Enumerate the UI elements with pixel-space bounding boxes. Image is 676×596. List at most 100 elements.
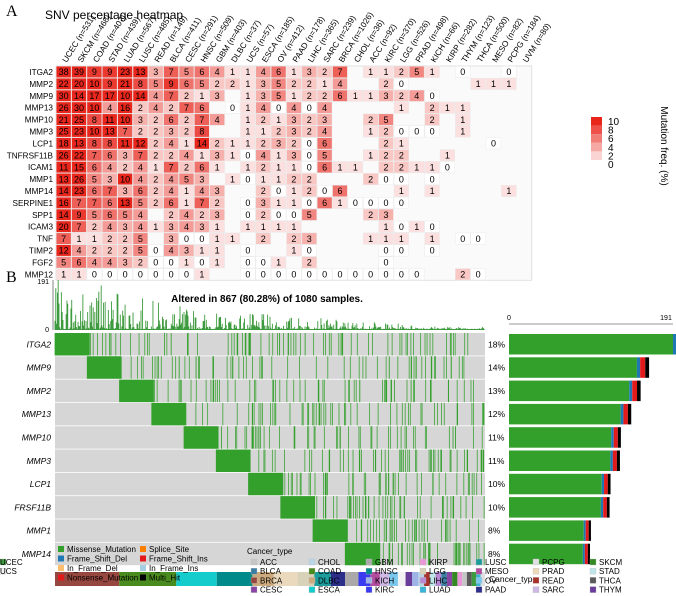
cell-value: 3 (184, 246, 189, 256)
heatmap-cell (148, 137, 164, 150)
cell-value: 12 (135, 139, 145, 149)
heatmap-cell (102, 89, 118, 102)
gene-count-segment (583, 520, 586, 541)
gene-track (55, 402, 485, 426)
heatmap-cell (148, 185, 164, 197)
row-label: MMP14 (25, 187, 54, 196)
heatmap-cell (363, 89, 379, 102)
cancer-type-swatch (589, 586, 597, 593)
cell-value: 10 (89, 103, 99, 113)
heatmap-cell (332, 185, 348, 197)
heatmap-cell (286, 268, 302, 281)
cell-value: 3 (307, 234, 312, 244)
heatmap-cell (117, 125, 133, 138)
cell-value: 4 (107, 222, 112, 232)
cell-value: 1 (430, 162, 435, 172)
gene-count-segment (603, 497, 607, 518)
heatmap-cell (148, 113, 164, 126)
heatmap-cell (286, 173, 302, 185)
mutation-marks (183, 426, 483, 449)
gene-count-segment (585, 520, 589, 541)
cell-value: 7 (107, 186, 112, 196)
cell-value: 0 (384, 258, 389, 268)
heatmap-cell (224, 149, 241, 162)
cell-value: 8 (138, 79, 143, 89)
heatmap-cell (439, 149, 455, 162)
cell-value: 0 (430, 91, 435, 101)
gene-percent: 10% (488, 479, 505, 489)
heatmap-cell (301, 89, 317, 102)
heatmap-cell (102, 125, 118, 138)
heatmap-cell (424, 232, 440, 245)
heatmap-cell (271, 268, 287, 281)
heatmap-cell (424, 113, 440, 126)
cancer-type-label: MESO (485, 567, 509, 576)
cell-value: 2 (169, 103, 174, 113)
cell-value: 0 (276, 103, 281, 113)
heatmap-cell (393, 196, 409, 209)
cell-value: 1 (460, 127, 465, 137)
heatmap-cell (255, 220, 271, 233)
cancer-type-label: BRCA (260, 576, 283, 585)
heatmap-cell (317, 185, 333, 197)
heatmap-cell (224, 137, 241, 150)
gene-percent: 18% (488, 339, 505, 349)
heatmap-cell (378, 196, 394, 209)
cell-value: 10 (120, 115, 130, 125)
gene-label: FRSF11B (14, 502, 51, 512)
cell-value: 1 (215, 162, 220, 172)
heatmap-cell (132, 113, 149, 126)
heatmap-cell (71, 89, 87, 102)
heatmap-cell (317, 66, 333, 78)
heatmap-cell (378, 208, 394, 221)
cell-value: 2 (184, 115, 189, 125)
heatmap-cell (56, 244, 72, 257)
cell-value: 3 (199, 174, 204, 184)
cancer-type-label: PRAD (542, 567, 564, 576)
heatmap-cell (255, 113, 271, 126)
cancer-type-segment (314, 572, 331, 586)
heatmap-cell (71, 185, 87, 197)
cancer-type-label: THYM (599, 586, 622, 595)
heatmap-cell (301, 113, 317, 126)
heatmap-cell (409, 125, 425, 138)
heatmap-cell (393, 232, 409, 245)
cell-value: 0 (245, 198, 250, 208)
cell-value: 6 (92, 162, 97, 172)
heatmap-cell (148, 89, 164, 102)
cell-value: 5 (153, 79, 158, 89)
heatmap-cell (255, 256, 271, 269)
gene-label: ITGA2 (26, 339, 51, 349)
heatmap-cell (194, 256, 210, 269)
cell-value: 1 (291, 91, 296, 101)
heatmap-cell (409, 220, 425, 233)
cell-value: 0 (184, 269, 189, 279)
cell-value: 2 (261, 162, 266, 172)
heatmap-cell (378, 232, 394, 245)
heatmap-cell (132, 208, 149, 221)
heatmap-cell (194, 244, 210, 257)
cell-value: 6 (199, 162, 204, 172)
heatmap-cell (178, 185, 195, 197)
heatmap-cell (117, 208, 133, 221)
heatmap-cell (163, 89, 179, 102)
heatmap-cell (271, 173, 287, 185)
cell-value: 0 (460, 234, 465, 244)
cell-value: 23 (74, 127, 84, 137)
heatmap-cell (102, 173, 118, 185)
mutation-marks (248, 472, 482, 496)
cell-value: 2 (184, 162, 189, 172)
cell-value: 0 (276, 269, 281, 279)
heatmap-cell (332, 77, 348, 90)
cell-value: 6 (107, 150, 112, 160)
gene-count-bar (509, 427, 612, 448)
gene-percent: 8% (488, 526, 501, 536)
legend-tick: 6 (608, 134, 614, 145)
heatmap-cell (271, 220, 287, 233)
cancer-type-swatch (589, 568, 597, 575)
cell-value: 14 (59, 186, 69, 196)
heatmap-cell (117, 161, 133, 174)
heatmap-cell (117, 66, 133, 78)
cell-value: 0 (230, 103, 235, 113)
heatmap-cell (71, 137, 87, 150)
